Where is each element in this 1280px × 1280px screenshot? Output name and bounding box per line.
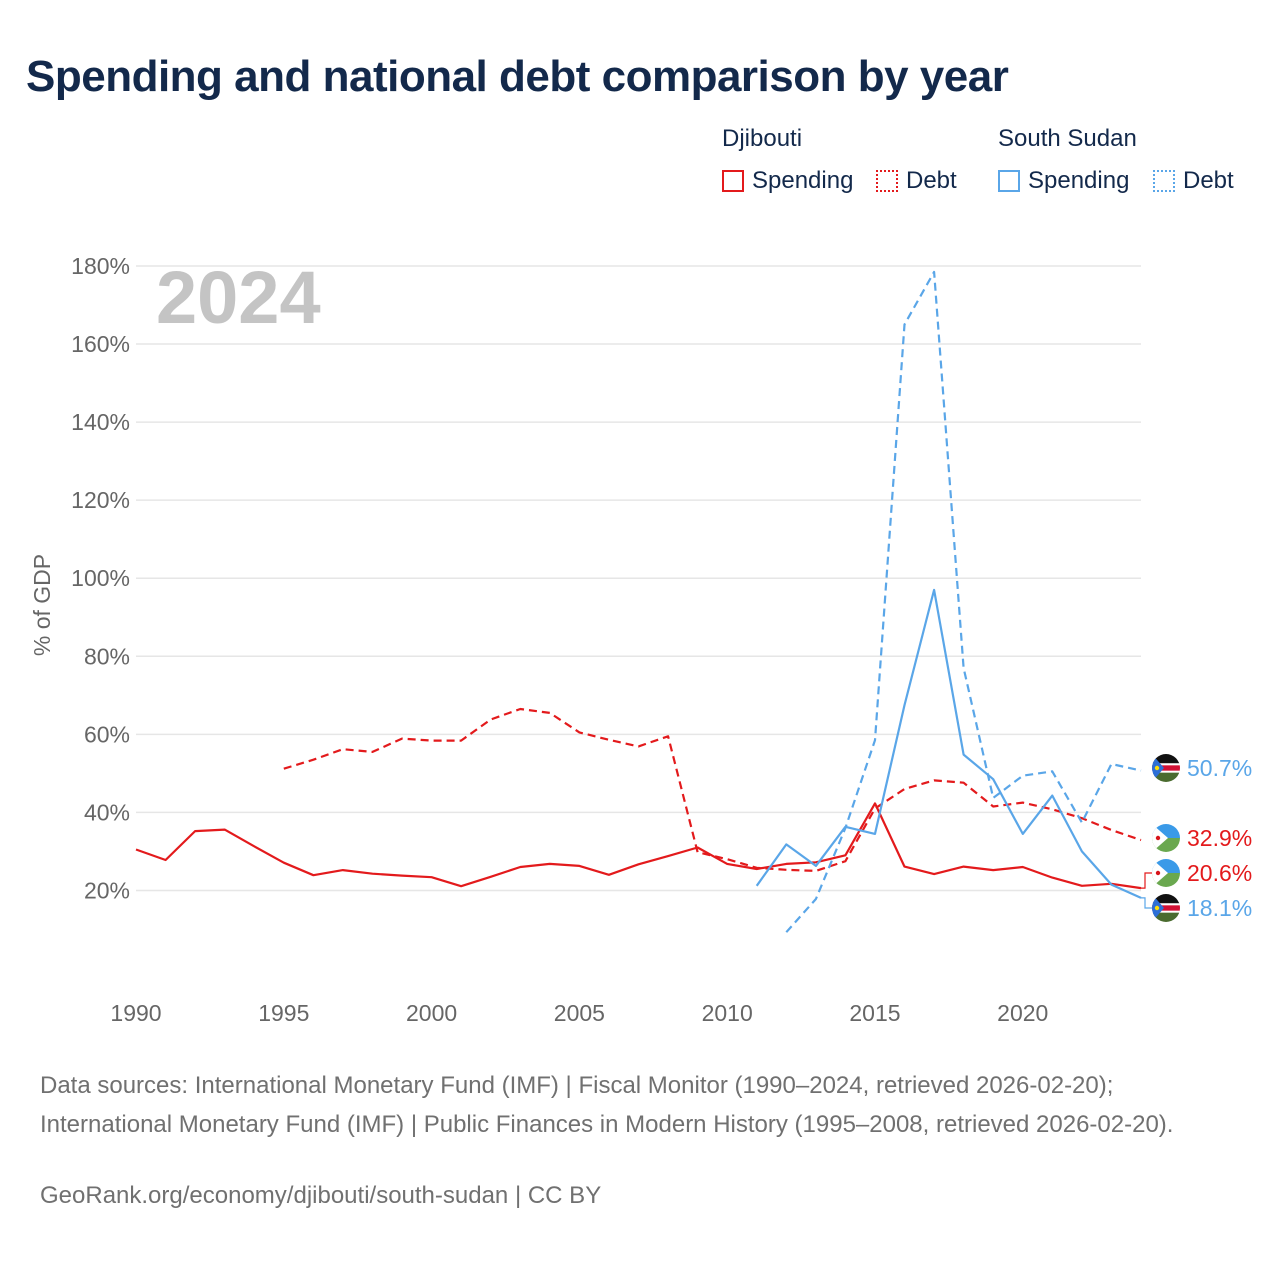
flag-icon-south-sudan bbox=[1152, 894, 1180, 922]
flag-icon-djibouti bbox=[1152, 859, 1180, 887]
x-tick-label: 2010 bbox=[702, 1000, 753, 1026]
flag-icon-djibouti bbox=[1152, 824, 1180, 852]
credit-link[interactable]: GeoRank.org/economy/djibouti/south-sudan… bbox=[40, 1182, 602, 1209]
y-tick-label: 100% bbox=[71, 565, 130, 591]
end-value-label: 20.6% bbox=[1187, 860, 1252, 886]
flag-star bbox=[1155, 870, 1161, 876]
y-tick-label: 140% bbox=[71, 409, 130, 435]
flag-star bbox=[1154, 905, 1160, 911]
y-tick-label: 40% bbox=[84, 799, 130, 825]
y-tick-label: 60% bbox=[84, 721, 130, 747]
legend-group-djibouti: Djibouti bbox=[722, 125, 803, 152]
legend-item-south-sudan-spending[interactable]: Spending bbox=[998, 167, 1129, 195]
end-value-label: 18.1% bbox=[1187, 895, 1252, 921]
y-tick-label: 180% bbox=[71, 253, 130, 279]
legend-label: Spending bbox=[1028, 167, 1130, 194]
y-tick-label: 20% bbox=[84, 877, 130, 903]
y-tick-label: 160% bbox=[71, 331, 130, 357]
label-connector bbox=[1141, 872, 1152, 889]
legend-swatch-dotted bbox=[876, 170, 898, 192]
y-tick-label: 80% bbox=[84, 643, 130, 669]
legend-label: Spending bbox=[752, 167, 854, 194]
end-value-label: 32.9% bbox=[1187, 825, 1252, 851]
line-chart: 20% 40% 60% 80% 100% 120% 140% 160% 180% 1990 1995… bbox=[29, 253, 1252, 1026]
x-tick-label: 1990 bbox=[110, 1000, 161, 1026]
x-tick-label: 2015 bbox=[849, 1000, 900, 1026]
legend-swatch-solid bbox=[722, 170, 744, 192]
flag-stripe bbox=[1152, 894, 1180, 904]
chart-title: Spending and national debt comparison by… bbox=[26, 52, 1009, 101]
flag-stripe bbox=[1152, 905, 1180, 911]
y-tick-label: 120% bbox=[71, 487, 130, 513]
flag-star bbox=[1154, 765, 1160, 771]
end-value-label: 50.7% bbox=[1187, 755, 1252, 781]
x-tick-label: 2020 bbox=[997, 1000, 1048, 1026]
flag-stripe bbox=[1152, 754, 1180, 764]
year-watermark: 2024 bbox=[156, 256, 321, 339]
legend-item-djibouti-debt[interactable]: Debt bbox=[876, 167, 957, 195]
flag-body bbox=[1152, 754, 1180, 782]
flag-stripe bbox=[1152, 912, 1180, 922]
flag-stripe bbox=[1152, 772, 1180, 782]
legend-item-djibouti-spending[interactable]: Spending bbox=[722, 167, 853, 195]
label-connector bbox=[1141, 897, 1152, 909]
legend-label: Debt bbox=[1183, 167, 1234, 194]
legend-item-south-sudan-debt[interactable]: Debt bbox=[1153, 167, 1234, 195]
flag-body bbox=[1152, 859, 1180, 887]
series-line-djibouti-debt bbox=[283, 707, 1142, 872]
x-tick-label: 2000 bbox=[406, 1000, 457, 1026]
data-sources: Data sources: International Monetary Fun… bbox=[40, 1072, 1174, 1138]
legend-label: Debt bbox=[906, 167, 957, 194]
legend-swatch-solid bbox=[998, 170, 1020, 192]
legend-swatch-dotted bbox=[1153, 170, 1175, 192]
series-line-djibouti-spending bbox=[135, 802, 1142, 890]
series-line-south-sudan-spending bbox=[755, 588, 1142, 899]
x-tick-label: 1995 bbox=[258, 1000, 309, 1026]
flag-star bbox=[1155, 835, 1161, 841]
flag-body bbox=[1152, 824, 1180, 852]
y-axis-label: % of GDP bbox=[29, 554, 55, 656]
flag-body bbox=[1152, 894, 1180, 922]
x-tick-label: 2005 bbox=[554, 1000, 605, 1026]
flag-stripe bbox=[1152, 765, 1180, 771]
flag-icon-south-sudan bbox=[1152, 754, 1180, 782]
legend-group-south-sudan: South Sudan bbox=[998, 125, 1137, 152]
